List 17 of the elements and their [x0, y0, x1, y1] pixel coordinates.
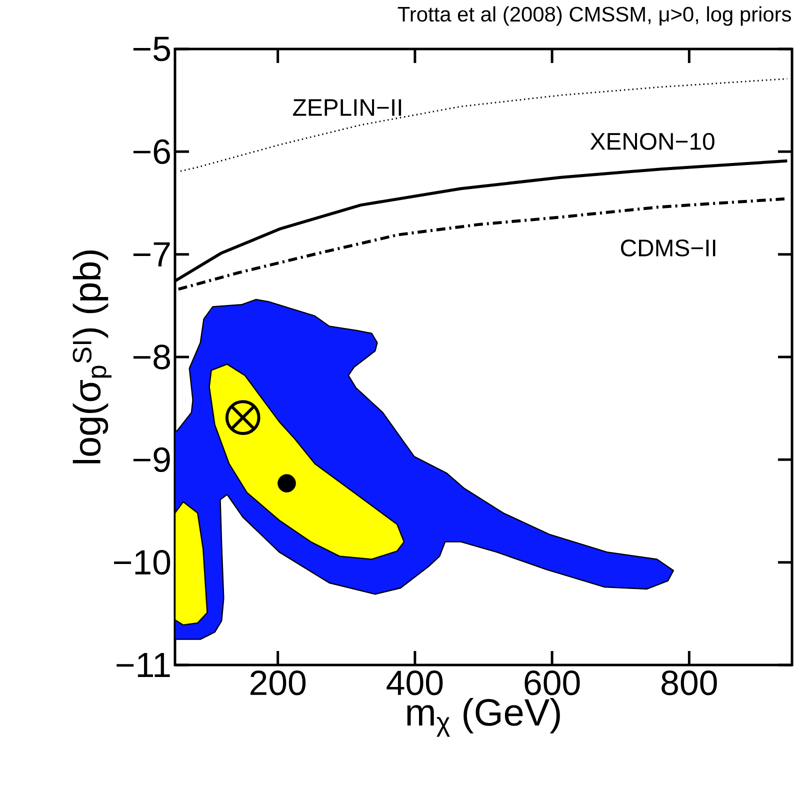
y-tick-label: −5 — [133, 36, 170, 62]
x-tick-label: 600 — [524, 670, 580, 696]
y-tick-label: −8 — [133, 344, 170, 370]
y-tick-label: −7 — [133, 242, 170, 266]
y-tick-label: −6 — [133, 139, 170, 164]
x-tick-label: 200 — [250, 670, 306, 696]
y-tick-label: −11 — [116, 652, 170, 677]
y-tick-label: −9 — [133, 447, 170, 472]
y-axis-title: log(σ$_{p}$$^{SI}$) (pb) — [72, 250, 112, 464]
series-label: XENON−10 — [590, 132, 714, 150]
x-axis-title: m$_{χ}$ (GeV) — [407, 698, 560, 737]
series-label: CDMS−II — [621, 240, 716, 256]
chart-title: Trotta et al (2008) CMSSM, μ>0, log priors — [398, 6, 791, 26]
y-tick-label: −10 — [114, 550, 170, 575]
series-label: ZEPLIN−II — [293, 99, 402, 116]
x-tick-label: 800 — [662, 670, 717, 696]
x-tick-label: 400 — [386, 670, 443, 696]
